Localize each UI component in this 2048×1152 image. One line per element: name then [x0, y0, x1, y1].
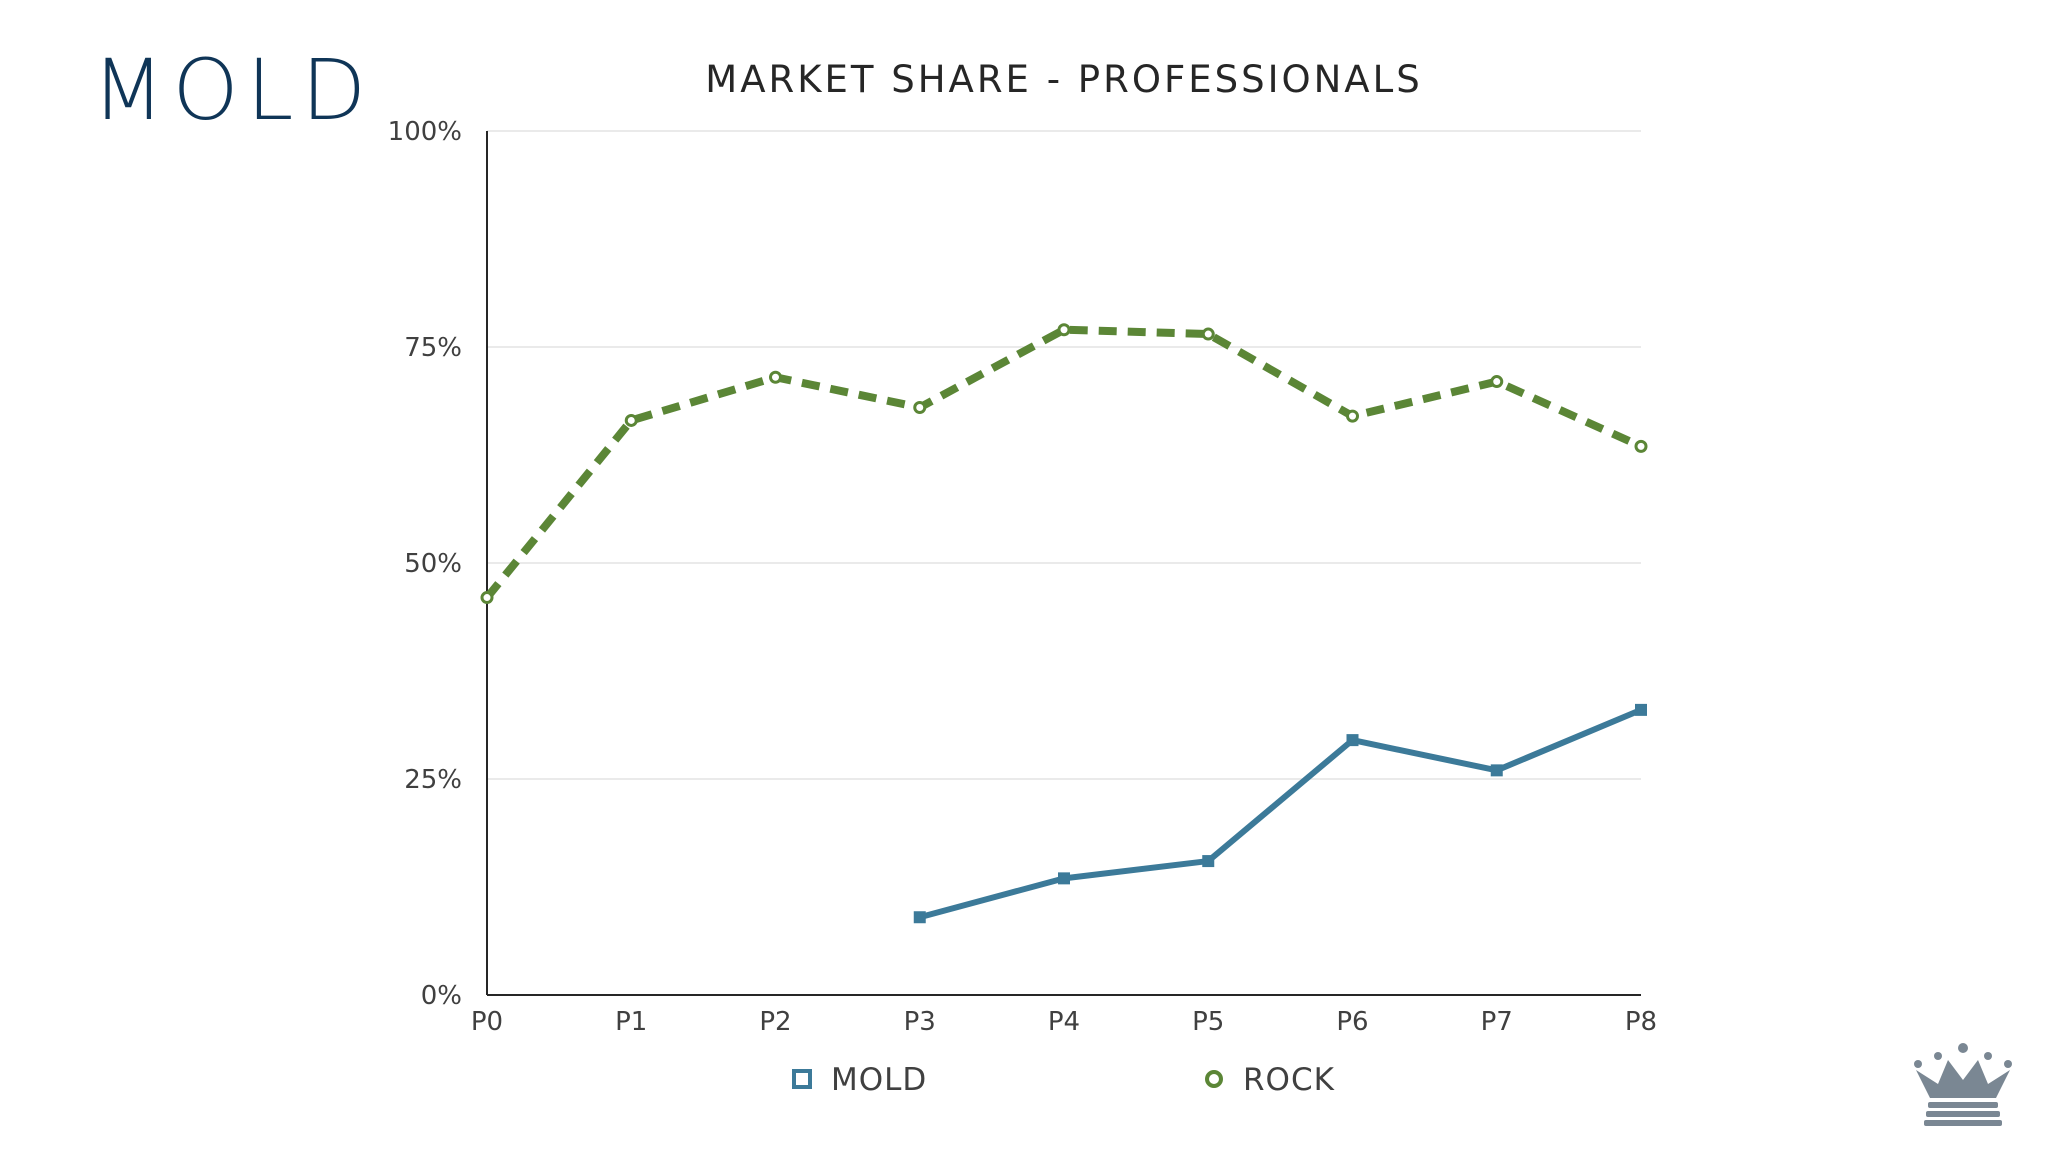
legend-item: MOLD [792, 1062, 927, 1098]
data-point [1058, 872, 1070, 885]
series-line [918, 707, 1643, 921]
y-tick-label: 100% [388, 117, 462, 147]
series-line [483, 325, 1643, 601]
x-tick-label: P2 [759, 1007, 791, 1037]
chart-title: MARKET SHARE - PROFESSIONALS [705, 58, 1422, 101]
data-point [1057, 323, 1071, 337]
x-tick-label: P4 [1048, 1007, 1080, 1037]
x-tick-label: P3 [904, 1007, 936, 1037]
y-tick-label: 0% [421, 981, 462, 1011]
x-tick-label: P7 [1481, 1007, 1513, 1037]
legend-marker [1205, 1070, 1223, 1088]
series-rock [480, 323, 1648, 605]
x-tick-label: P8 [1625, 1007, 1657, 1037]
data-point [913, 400, 927, 414]
data-point [913, 911, 926, 924]
x-tick-label: P6 [1336, 1007, 1368, 1037]
crown-icon [1914, 1043, 2012, 1126]
x-tick-label: P1 [615, 1007, 647, 1037]
data-point [1635, 703, 1647, 716]
grid-lines [487, 130, 1641, 780]
axes [486, 131, 1641, 996]
data-point [1201, 327, 1215, 341]
data-point [1202, 855, 1215, 868]
brand-title: MOLD [92, 41, 375, 139]
y-tick-label: 25% [404, 765, 462, 795]
legend: MOLD ROCK [792, 1062, 1335, 1098]
legend-label: MOLD [831, 1062, 927, 1098]
data-point [1346, 409, 1359, 423]
legend-label: ROCK [1243, 1062, 1335, 1098]
data-point [1490, 764, 1503, 777]
data-point [769, 370, 782, 384]
series-mold [913, 703, 1647, 924]
data-point [1346, 734, 1359, 747]
y-tick-label: 50% [404, 549, 462, 579]
x-tick-label: P0 [471, 1007, 503, 1037]
data-point [624, 413, 638, 427]
legend-item: ROCK [1205, 1062, 1335, 1098]
x-tick-label: P5 [1192, 1007, 1224, 1037]
data-point [1490, 375, 1504, 389]
data-point [1634, 439, 1648, 453]
data-point [480, 591, 494, 605]
y-tick-label: 75% [404, 333, 462, 363]
x-axis-ticks: P0 P1 P2 P3 P4 P5 P6 P7 P8 [471, 1007, 1657, 1037]
legend-marker [792, 1069, 812, 1089]
y-axis-ticks: 0% 25% 50% 75% 100% [388, 117, 462, 1011]
series [480, 323, 1648, 924]
